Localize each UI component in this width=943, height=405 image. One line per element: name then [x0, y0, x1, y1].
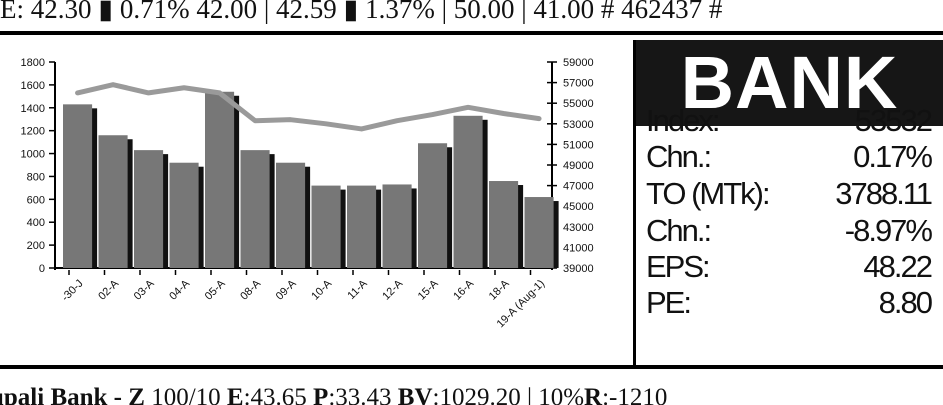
- stat-row: TO (MTk): 3788.11: [646, 176, 933, 212]
- x-tick-label: 05-A: [203, 277, 228, 302]
- r-label: R: [584, 384, 603, 405]
- right-tick-label: 57000: [563, 78, 594, 90]
- sector-title: BANK: [636, 40, 943, 126]
- bottom-divider: [0, 365, 943, 369]
- stat-label: Chn.:: [646, 139, 712, 174]
- left-tick-label: 600: [27, 194, 45, 206]
- stat-row: PE: 8.80: [646, 285, 933, 321]
- bar: [169, 162, 199, 268]
- right-tick-label: 59000: [563, 57, 594, 69]
- x-tick-label: 08-A: [238, 277, 263, 302]
- eps-label: E: [226, 384, 244, 405]
- bar: [418, 143, 448, 268]
- bar: [524, 197, 554, 268]
- bar: [276, 162, 306, 268]
- right-tick-label: 43000: [563, 222, 594, 234]
- chart-svg: 0 200 400 600 800 1000 1200 1400 1600 1800 39000 41…: [21, 57, 594, 330]
- stat-value: -8.97%: [844, 213, 933, 248]
- stat-value: 53532: [854, 103, 933, 138]
- index-line: [75, 82, 542, 132]
- x-tick-label: 11-A: [345, 277, 370, 302]
- right-tick-label: 55000: [563, 98, 594, 110]
- bar: [311, 185, 341, 268]
- bar: [63, 104, 93, 268]
- stat-value: 48.22: [863, 249, 933, 284]
- bar: [240, 150, 270, 268]
- stat-row: Index: 53532: [646, 103, 933, 139]
- bottom-ticker: upali Bank - Z 100/10 E:43.65 P:33.43 BV…: [0, 378, 943, 405]
- stat-row: Chn.: -8.97%: [646, 213, 933, 249]
- x-tick-label: 09-A: [274, 277, 299, 302]
- x-tick-label: 02-A: [96, 277, 121, 302]
- top-ticker: E: 42.30 ▮ 0.71% 42.00 | 42.59 ▮ 1.37% |…: [0, 0, 943, 28]
- sector-panel: BANK Index: 53532 Chn.: 0.17% TO (MTk): 3788.…: [633, 40, 943, 365]
- left-tick-label: 800: [27, 171, 45, 183]
- bv-label: BV: [397, 384, 433, 405]
- x-tick-label: 04-A: [167, 277, 192, 302]
- stat-value: 0.17%: [853, 139, 933, 174]
- bar: [98, 135, 128, 268]
- right-tick-label: 41000: [563, 242, 594, 254]
- left-tick-label: 1600: [21, 80, 45, 92]
- x-tick-label: 10-A: [309, 277, 334, 302]
- stat-value: 3788.11: [835, 176, 933, 211]
- x-tick-label: 12-A: [380, 277, 405, 302]
- eps-value: :43.65: [243, 384, 314, 405]
- sector-chart: 0 200 400 600 800 1000 1200 1400 1600 1800 39000 41…: [0, 40, 633, 365]
- price-label: P: [313, 384, 329, 405]
- right-tick-label: 53000: [563, 119, 594, 131]
- stat-row: Chn.: 0.17%: [646, 139, 933, 175]
- stat-row: EPS: 48.22: [646, 249, 933, 285]
- bar: [382, 184, 412, 268]
- bar: [453, 115, 483, 269]
- face-value: 100/10: [144, 384, 227, 405]
- right-tick-label: 51000: [563, 139, 594, 151]
- bar: [347, 185, 377, 268]
- stat-label: Chn.:: [646, 213, 712, 248]
- stat-label: TO (MTk):: [646, 176, 771, 211]
- left-tick-label: 1200: [21, 126, 45, 138]
- company-name: upali Bank - Z: [0, 384, 145, 405]
- left-tick-label: 400: [27, 217, 45, 229]
- x-tick-label: 16-A: [451, 277, 476, 302]
- left-tick-label: 1400: [21, 103, 45, 115]
- bar: [489, 181, 519, 268]
- right-tick-label: 49000: [563, 160, 594, 172]
- bar: [205, 91, 235, 268]
- stat-label: EPS:: [646, 249, 711, 284]
- left-tick-label: 0: [39, 263, 45, 275]
- left-tick-label: 200: [27, 240, 45, 252]
- x-tick-label: 03-A: [132, 277, 157, 302]
- stat-value: 8.80: [878, 285, 933, 320]
- x-tick-label: -30-J: [59, 278, 85, 304]
- bar: [134, 150, 164, 268]
- stat-label: Index:: [646, 103, 720, 138]
- bv-value: :1029.20 | 10%: [432, 384, 585, 405]
- top-divider: [0, 31, 943, 35]
- r-value: :-1210: [602, 384, 668, 405]
- right-tick-label: 47000: [563, 181, 594, 193]
- right-tick-label: 39000: [563, 263, 594, 275]
- top-ticker-text: E: 42.30 ▮ 0.71% 42.00 | 42.59 ▮ 1.37% |…: [0, 0, 723, 24]
- left-tick-label: 1000: [21, 149, 45, 161]
- right-tick-label: 45000: [563, 201, 594, 213]
- stat-label: PE:: [646, 285, 692, 320]
- price-value: :33.43: [328, 384, 398, 405]
- x-tick-label: 18-A: [487, 277, 512, 302]
- left-tick-label: 1800: [21, 57, 45, 69]
- x-tick-label: 15-A: [416, 277, 441, 302]
